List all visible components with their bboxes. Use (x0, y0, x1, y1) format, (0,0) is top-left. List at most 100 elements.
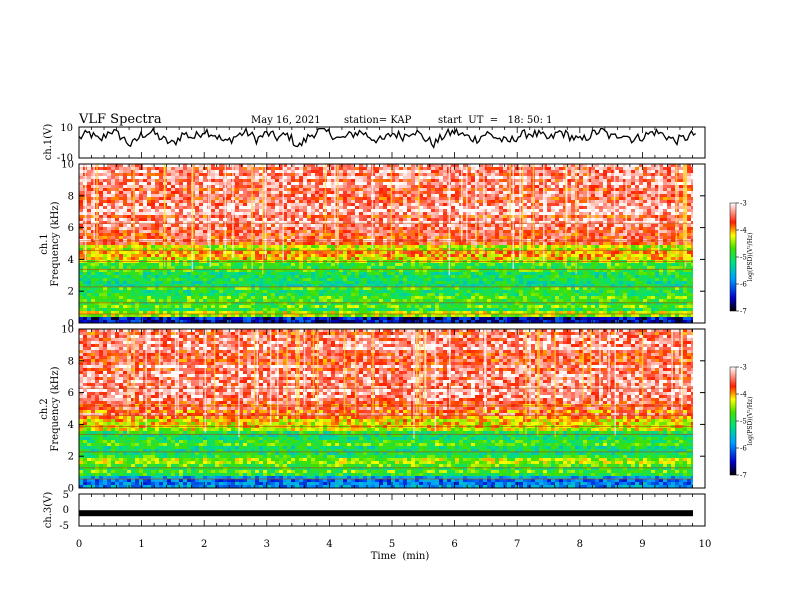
spectrogram-cell (527, 212, 531, 215)
spectrogram-cell (259, 167, 263, 170)
spectrogram-cell (375, 227, 379, 230)
spectrogram-cell (319, 188, 323, 191)
spectrogram-cell (167, 257, 171, 260)
spectrogram-cell (643, 254, 647, 257)
spectrogram-cell (195, 218, 199, 221)
spectrogram-cell (539, 179, 543, 182)
spectrogram-cell (539, 188, 543, 191)
spectrogram-cell (347, 257, 351, 260)
spectrogram-cell (207, 254, 211, 257)
spectrogram-cell (303, 167, 307, 170)
spectrogram-cell (203, 194, 207, 197)
spectrogram-cell (571, 245, 575, 248)
spectrogram-cell (627, 251, 631, 254)
spectrogram-cell (107, 257, 111, 260)
spectrogram-cell (211, 182, 215, 185)
spectrogram-cell (271, 194, 275, 197)
spectrogram-cell (123, 251, 127, 254)
spectrogram-cell (243, 251, 247, 254)
spectrogram-cell (559, 170, 563, 173)
spectrogram-cell (215, 173, 219, 176)
spectrogram-cell (595, 197, 599, 200)
spectrogram-cell (175, 179, 179, 182)
spectrogram-cell (267, 230, 271, 233)
spectrogram-cell (575, 218, 579, 221)
spectrogram-cell (403, 254, 407, 257)
spectrogram-cell (495, 218, 499, 221)
spectrogram-cell (131, 248, 135, 251)
spectrogram-cell (131, 218, 135, 221)
spectrogram-cell (631, 188, 635, 191)
spectrogram-cell (171, 236, 175, 239)
spectrogram-cell (299, 212, 303, 215)
spectrogram-cell (147, 179, 151, 182)
spectrogram-cell (139, 203, 143, 206)
spectrogram-cell (559, 173, 563, 176)
spectrogram-cell (591, 248, 595, 251)
spectrogram-cell (363, 206, 367, 209)
spectrogram-cell (143, 236, 147, 239)
spectrogram-cell (411, 224, 415, 227)
spectrogram-cell (631, 248, 635, 251)
spectrogram-cell (247, 206, 251, 209)
spectrogram-cell (79, 212, 83, 215)
spectrogram-cell (375, 164, 379, 167)
spectrogram-cell (219, 191, 223, 194)
spectrogram-cell (571, 194, 575, 197)
spectrogram-cell (575, 251, 579, 254)
spectrogram-cell (143, 191, 147, 194)
spectrogram-cell (535, 230, 539, 233)
spectrogram-cell (135, 185, 139, 188)
spectrogram-cell (279, 221, 283, 224)
spectrogram-cell (579, 191, 583, 194)
spectrogram-cell (215, 194, 219, 197)
spectrogram-cell (171, 218, 175, 221)
spectrogram-cell (239, 257, 243, 260)
spectrogram-cell (359, 221, 363, 224)
spectrogram-cell (583, 164, 587, 167)
spectrogram-cell (355, 182, 359, 185)
spectrogram-cell (343, 170, 347, 173)
spectrogram-cell (291, 188, 295, 191)
spectrogram-cell (651, 257, 655, 260)
spectrogram-cell (275, 224, 279, 227)
spectrogram-cell (299, 227, 303, 230)
spectrogram-cell (91, 236, 95, 239)
spectrogram-cell (267, 167, 271, 170)
spectrogram-cell (627, 182, 631, 185)
spectrogram-cell (159, 212, 163, 215)
spectrogram-cell (439, 245, 443, 248)
spectrogram-cell (591, 182, 595, 185)
spectrogram-cell (283, 227, 287, 230)
spectrogram-cell (255, 197, 259, 200)
spectrogram-cell (547, 215, 551, 218)
spectrogram-cell (507, 251, 511, 254)
spectrogram-cell (307, 245, 311, 248)
spectrogram-cell (135, 203, 139, 206)
spectrogram-cell (679, 224, 683, 227)
spectrogram-cell (495, 227, 499, 230)
spectrogram-cell (527, 188, 531, 191)
spectrogram-cell (491, 188, 495, 191)
spectrogram-cell (359, 194, 363, 197)
spectrogram-cell (247, 194, 251, 197)
spectrogram-cell (187, 173, 191, 176)
spectrogram-cell (467, 164, 471, 167)
spectrogram-cell (107, 248, 111, 251)
spectrogram-cell (627, 206, 631, 209)
spectrogram-cell (79, 185, 83, 188)
spectrogram-cell (171, 245, 175, 248)
spectrogram-cell (171, 170, 175, 173)
spectrogram-cell (431, 191, 435, 194)
spectrogram-cell (111, 236, 115, 239)
spectrogram-cell (479, 170, 483, 173)
spectrogram-cell (455, 164, 459, 167)
spectrogram-cell (135, 194, 139, 197)
spectrogram-cell (407, 254, 411, 257)
spectrogram-cell (143, 188, 147, 191)
spectrogram-cell (399, 221, 403, 224)
spectrogram-cell (659, 194, 663, 197)
spectrogram-cell (283, 182, 287, 185)
spectrogram-cell (347, 206, 351, 209)
spectrogram-cell (467, 218, 471, 221)
